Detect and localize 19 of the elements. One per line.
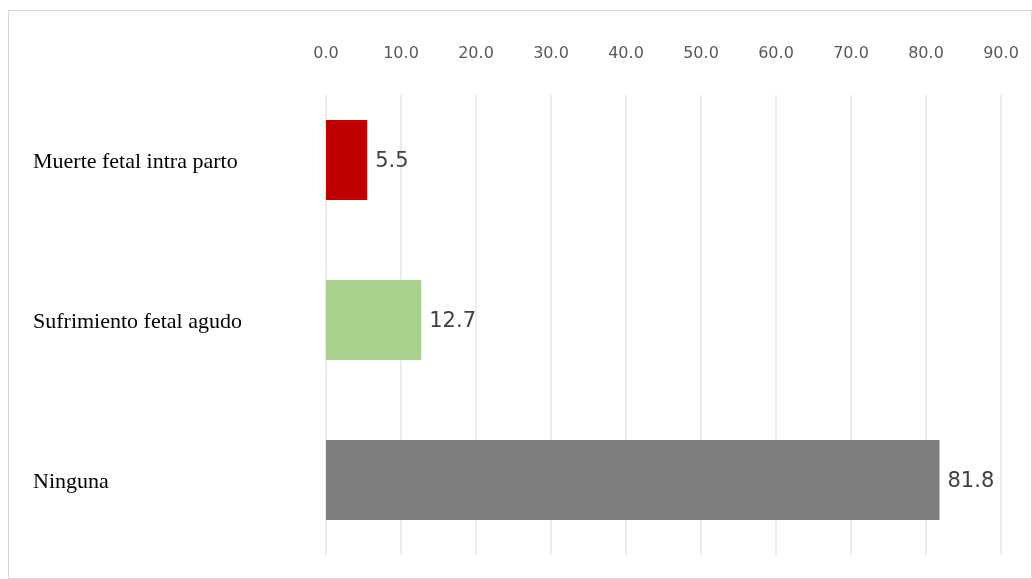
x-tick-label: 40.0 (608, 43, 644, 62)
bar (326, 440, 940, 520)
x-tick-label: 60.0 (758, 43, 794, 62)
x-tick-label: 0.0 (313, 43, 339, 62)
x-tick-label: 90.0 (983, 43, 1019, 62)
x-tick-label: 20.0 (458, 43, 494, 62)
bar (326, 280, 422, 360)
y-tick-label: Muerte fetal intra parto (33, 147, 238, 173)
bar (326, 120, 368, 200)
data-label: 5.5 (375, 148, 409, 173)
data-label: 81.8 (947, 468, 995, 493)
y-tick-label: Ninguna (33, 467, 109, 493)
x-tick-label: 80.0 (908, 43, 944, 62)
y-tick-label: Sufrimiento fetal agudo (33, 307, 242, 333)
x-tick-label: 10.0 (383, 43, 419, 62)
x-tick-label: 70.0 (833, 43, 869, 62)
data-label: 12.7 (429, 308, 477, 333)
x-tick-label: 30.0 (533, 43, 569, 62)
x-tick-label: 50.0 (683, 43, 719, 62)
